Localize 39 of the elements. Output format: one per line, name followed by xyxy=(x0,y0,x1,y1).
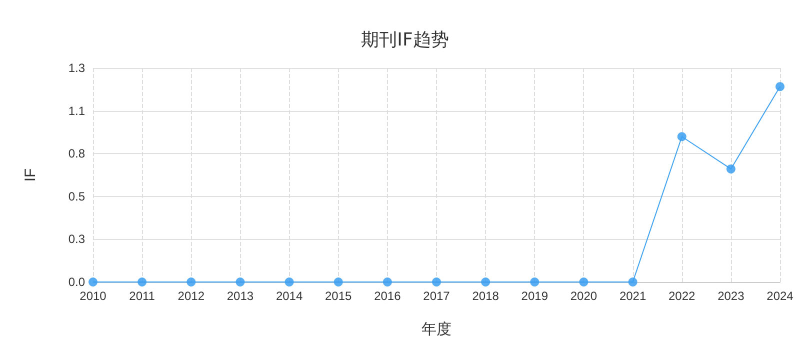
point xyxy=(88,278,98,286)
y-tick-label: 0.5 xyxy=(68,189,86,204)
x-tick-label: 2023 xyxy=(718,289,745,303)
point xyxy=(236,278,245,286)
point xyxy=(138,278,147,286)
x-tick-label: 2015 xyxy=(325,289,352,303)
point xyxy=(432,278,441,286)
point xyxy=(677,132,686,142)
x-tick-label: 2022 xyxy=(668,289,696,303)
x-tick-label: 2018 xyxy=(472,289,500,303)
y-tick-label: 1.1 xyxy=(68,104,86,118)
y-axis-title: IF xyxy=(22,168,39,182)
chart-title: 期刊IF趋势 xyxy=(361,30,449,50)
point xyxy=(579,278,588,286)
x-axis-title: 年度 xyxy=(422,321,452,338)
x-tick-label: 2013 xyxy=(226,289,254,303)
x-tick-label: 2011 xyxy=(129,289,156,303)
y-tick-label: 0.0 xyxy=(68,275,86,289)
x-tick-label: 2017 xyxy=(423,289,450,303)
x-tick-label: 2024 xyxy=(766,289,794,303)
x-tick-label: 2016 xyxy=(374,289,402,303)
point xyxy=(481,278,490,286)
x-tick-label: 2020 xyxy=(570,289,598,303)
point xyxy=(726,164,736,174)
point xyxy=(530,278,540,286)
x-tick-label: 2010 xyxy=(80,289,107,303)
point xyxy=(186,278,196,286)
point xyxy=(382,278,392,286)
point xyxy=(776,82,784,92)
y-tick-label: 0.8 xyxy=(68,146,86,161)
x-tick-label: 2014 xyxy=(276,289,303,303)
x-tick-label: 2012 xyxy=(178,289,205,303)
x-tick-label: 2021 xyxy=(619,289,646,303)
y-tick-label: 1.3 xyxy=(68,61,86,75)
point xyxy=(628,278,638,286)
y-tick-label: 0.3 xyxy=(68,232,86,246)
x-tick-label: 2019 xyxy=(521,289,548,303)
point xyxy=(334,278,343,286)
point xyxy=(284,278,294,286)
